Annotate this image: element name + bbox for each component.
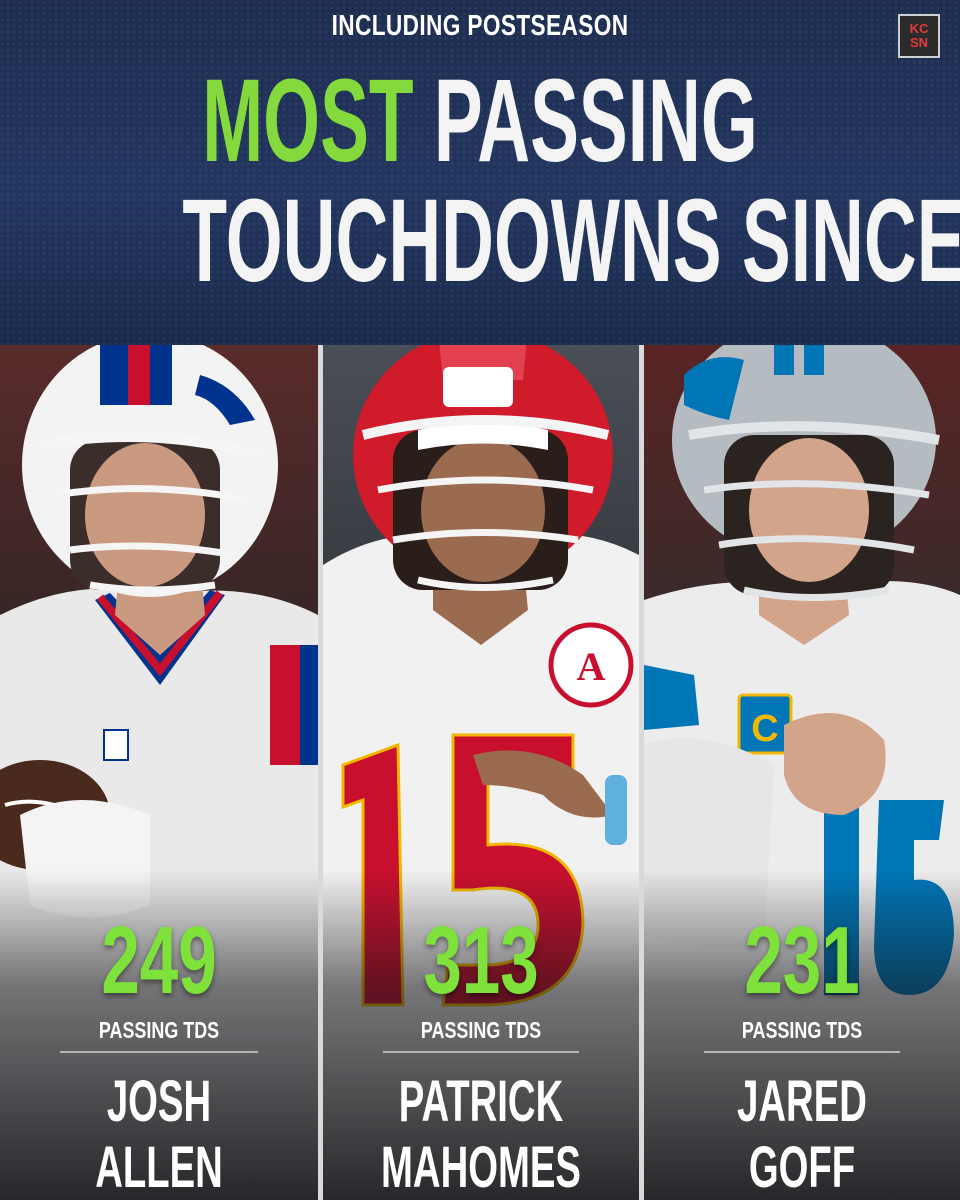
header: INCLUDING POSTSEASON MOST PASSING TOUCHD… [0,0,960,345]
player-card-josh-allen: 249 PASSING TDS JOSH ALLEN [0,345,318,1200]
title-accent-most: MOST [202,55,414,187]
panel-divider [639,345,644,1200]
passing-tds-value: 249 [101,907,217,1014]
divider-rule [60,1051,258,1053]
divider-rule [383,1051,579,1053]
title-passing: PASSING [413,55,758,187]
stat-overlay [323,870,639,1200]
kcsn-logo: KC SN [898,14,940,58]
passing-tds-label: PASSING TDS [420,1017,542,1043]
passing-tds-label: PASSING TDS [741,1017,863,1043]
svg-text:C: C [751,708,778,750]
player-card-patrick-mahomes: A 313 PASSING TDS PATRICK MAHOMES [323,345,639,1200]
divider-rule [704,1051,900,1053]
player-last-name: GOFF [748,1135,856,1200]
player-first-name: JOSH [106,1069,212,1134]
player-first-name: JARED [737,1069,867,1134]
passing-tds-label: PASSING TDS [98,1017,220,1043]
svg-text:A: A [577,644,606,689]
logo-bottom-text: SN [909,35,929,50]
title-line-2: TOUCHDOWNS SINCE 2018 [182,182,960,300]
passing-tds-value: 313 [423,907,539,1014]
logo-top-text: KC [909,21,929,36]
panel-divider [318,345,323,1200]
player-first-name: PATRICK [398,1069,564,1134]
subtitle: INCLUDING POSTSEASON [331,10,629,42]
stat-overlay [0,870,318,1200]
stat-overlay [644,870,960,1200]
player-last-name: MAHOMES [381,1135,581,1200]
title-line-1: MOST PASSING [182,62,777,180]
player-card-jared-goff: C 231 PASSING TDS JARED [644,345,960,1200]
player-last-name: ALLEN [95,1135,223,1200]
passing-tds-value: 231 [744,907,860,1014]
title-touchdowns-since: TOUCHDOWNS SINCE [182,175,960,307]
